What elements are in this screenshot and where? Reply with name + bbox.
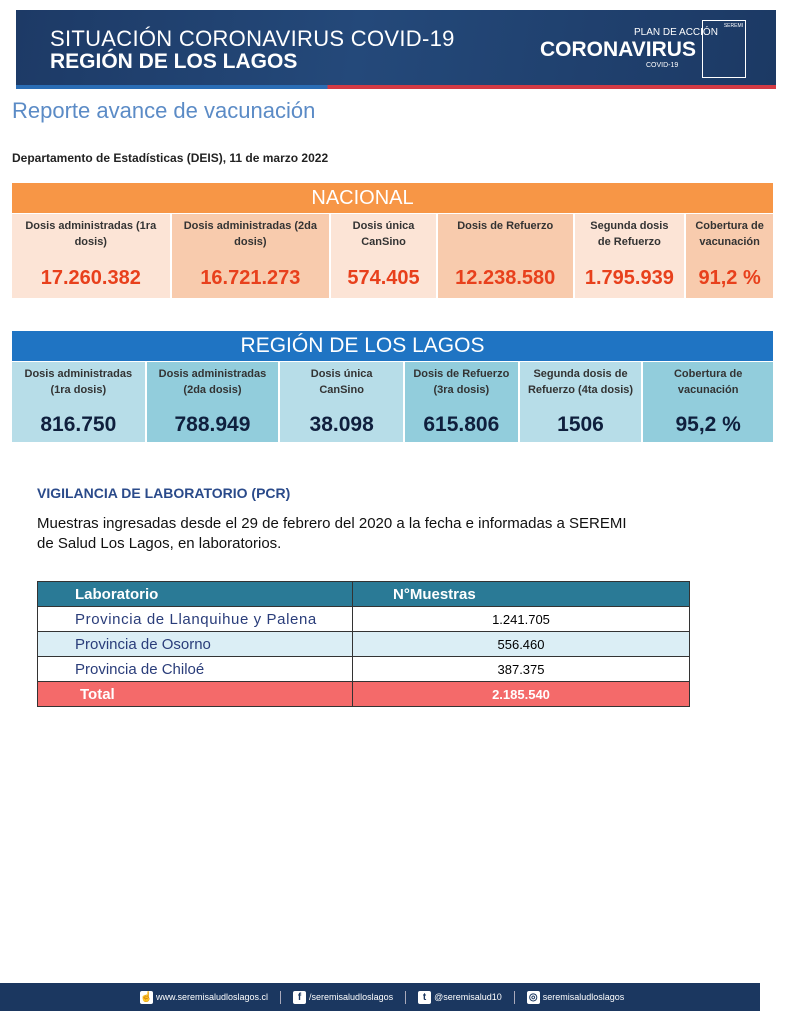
- facebook-link: /seremisaludloslagos: [309, 992, 394, 1002]
- lab-table: Laboratorio N°Muestras Provincia de Llan…: [37, 581, 690, 707]
- cell-label: Dosis de Refuerzo: [457, 220, 554, 232]
- instagram-icon: ◎: [526, 990, 540, 1004]
- total-label: Total: [37, 681, 353, 707]
- nacional-cell: Dosis única CanSino 574.405: [331, 214, 436, 298]
- cell-value: 788.949: [174, 413, 251, 436]
- lab-heading: VIGILANCIA DE LABORATORIO (PCR): [37, 485, 291, 501]
- cell-label: Segunda dosis de Refuerzo (4ta dosis): [527, 368, 634, 396]
- cell-value: 16.721.273: [200, 267, 301, 289]
- row-label: Provincia de Chiloé: [37, 656, 353, 682]
- cell-label: Segunda dosis de Refuerzo: [590, 220, 669, 248]
- page-title: Reporte avance de vacunación: [12, 98, 316, 123]
- cell-value: 1506: [557, 413, 604, 436]
- web-link: www.seremisaludloslagos.cl: [156, 992, 269, 1002]
- col-header: Laboratorio: [37, 581, 353, 607]
- twitter-icon: t: [418, 990, 432, 1004]
- page-subtitle: Departamento de Estadísticas (DEIS), 11 …: [12, 151, 329, 165]
- cell-label: Cobertura de vacunación: [695, 220, 764, 248]
- cell-label: Dosis administradas (1ra dosis): [24, 368, 133, 396]
- cell-value: 12.238.580: [455, 267, 556, 289]
- region-cell: Dosis administradas (1ra dosis) 816.750: [12, 362, 145, 442]
- footer-facebook[interactable]: f/seremisaludloslagos: [281, 990, 407, 1004]
- twitter-link: @seremisalud10: [434, 992, 502, 1002]
- table-row: Provincia de Chiloé 387.375: [37, 656, 690, 682]
- cell-label: Dosis administradas (2da dosis): [183, 220, 317, 248]
- instagram-link: seremisaludloslagos: [542, 992, 625, 1002]
- banner-line2: REGIÓN DE LOS LAGOS: [50, 50, 298, 73]
- region-title: REGIÓN DE LOS LAGOS: [12, 331, 773, 361]
- region-cell: Cobertura de vacunación 95,2 %: [643, 362, 773, 442]
- cell-label: Dosis administradas (2da dosis): [158, 368, 267, 396]
- cell-value: 38.098: [309, 413, 374, 436]
- region-cell: Dosis única CanSino 38.098: [280, 362, 403, 442]
- row-label: Provincia de Llanquihue y Palena: [37, 606, 353, 632]
- cell-label: Dosis única CanSino: [310, 368, 373, 396]
- row-value: 387.375: [352, 656, 690, 682]
- region-cell: Segunda dosis de Refuerzo (4ta dosis) 150…: [519, 362, 642, 442]
- cell-label: Cobertura de vacunación: [673, 368, 743, 396]
- brand-sub: COVID-19: [646, 62, 679, 69]
- table-row: Provincia de Llanquihue y Palena 1.241.70…: [37, 606, 690, 632]
- footer: ☝ www.seremisaludloslagos.cl f/seremisalu…: [0, 983, 760, 1011]
- seremi-logo: SEREMI: [702, 20, 746, 78]
- col-header: N°Muestras: [352, 581, 690, 607]
- lab-text: Muestras ingresadas desde el 29 de febre…: [37, 515, 627, 552]
- nacional-table: NACIONAL Dosis administradas (1ra dosis)…: [12, 183, 773, 298]
- brand-logo: CORONAVIRUS: [540, 38, 696, 61]
- hand-pointer-icon: ☝: [140, 990, 153, 1004]
- cell-value: 91,2 %: [698, 267, 761, 289]
- plan-label: PLAN DE ACCIÓN: [634, 27, 718, 38]
- row-value: 556.460: [352, 631, 690, 657]
- lab-header-row: Laboratorio N°Muestras: [37, 581, 690, 607]
- row-label: Provincia de Osorno: [37, 631, 353, 657]
- footer-web[interactable]: ☝ www.seremisaludloslagos.cl: [128, 990, 282, 1004]
- nacional-cell: Segunda dosis de Refuerzo 1.795.939: [574, 214, 685, 298]
- facebook-icon: f: [293, 990, 307, 1004]
- total-value: 2.185.540: [352, 681, 690, 707]
- cell-label: Dosis de Refuerzo (3ra dosis): [413, 368, 510, 396]
- row-value: 1.241.705: [352, 606, 690, 632]
- region-cell: Dosis administradas (2da dosis) 788.949: [146, 362, 279, 442]
- region-table: REGIÓN DE LOS LAGOS Dosis administradas …: [12, 331, 773, 442]
- cell-label: Dosis administradas (1ra dosis): [25, 220, 157, 248]
- region-cell: Dosis de Refuerzo (3ra dosis) 615.806: [404, 362, 518, 442]
- cell-value: 574.405: [347, 267, 420, 289]
- footer-instagram[interactable]: ◎ seremisaludloslagos: [515, 990, 637, 1004]
- total-row: Total 2.185.540: [37, 681, 690, 707]
- cell-value: 17.260.382: [40, 267, 141, 289]
- banner-line1: SITUACIÓN CORONAVIRUS COVID-19: [50, 26, 455, 51]
- nacional-cell: Dosis administradas (2da dosis) 16.721.27…: [171, 214, 330, 298]
- cell-value: 615.806: [423, 413, 500, 436]
- table-row: Provincia de Osorno 556.460: [37, 631, 690, 657]
- cell-label: Dosis única CanSino: [352, 220, 415, 248]
- nacional-cell: Dosis de Refuerzo 12.238.580: [437, 214, 573, 298]
- cell-value: 1.795.939: [584, 267, 674, 289]
- nacional-cell: Dosis administradas (1ra dosis) 17.260.38…: [12, 214, 170, 298]
- banner-stripe: [16, 85, 776, 89]
- nacional-title: NACIONAL: [12, 183, 773, 213]
- nacional-cell: Cobertura de vacunación 91,2 %: [686, 214, 773, 298]
- header-banner: SITUACIÓN CORONAVIRUS COVID-19 REGIÓN DE…: [16, 10, 776, 88]
- footer-twitter[interactable]: t @seremisalud10: [406, 990, 515, 1004]
- cell-value: 95,2 %: [675, 413, 741, 436]
- cell-value: 816.750: [40, 413, 117, 436]
